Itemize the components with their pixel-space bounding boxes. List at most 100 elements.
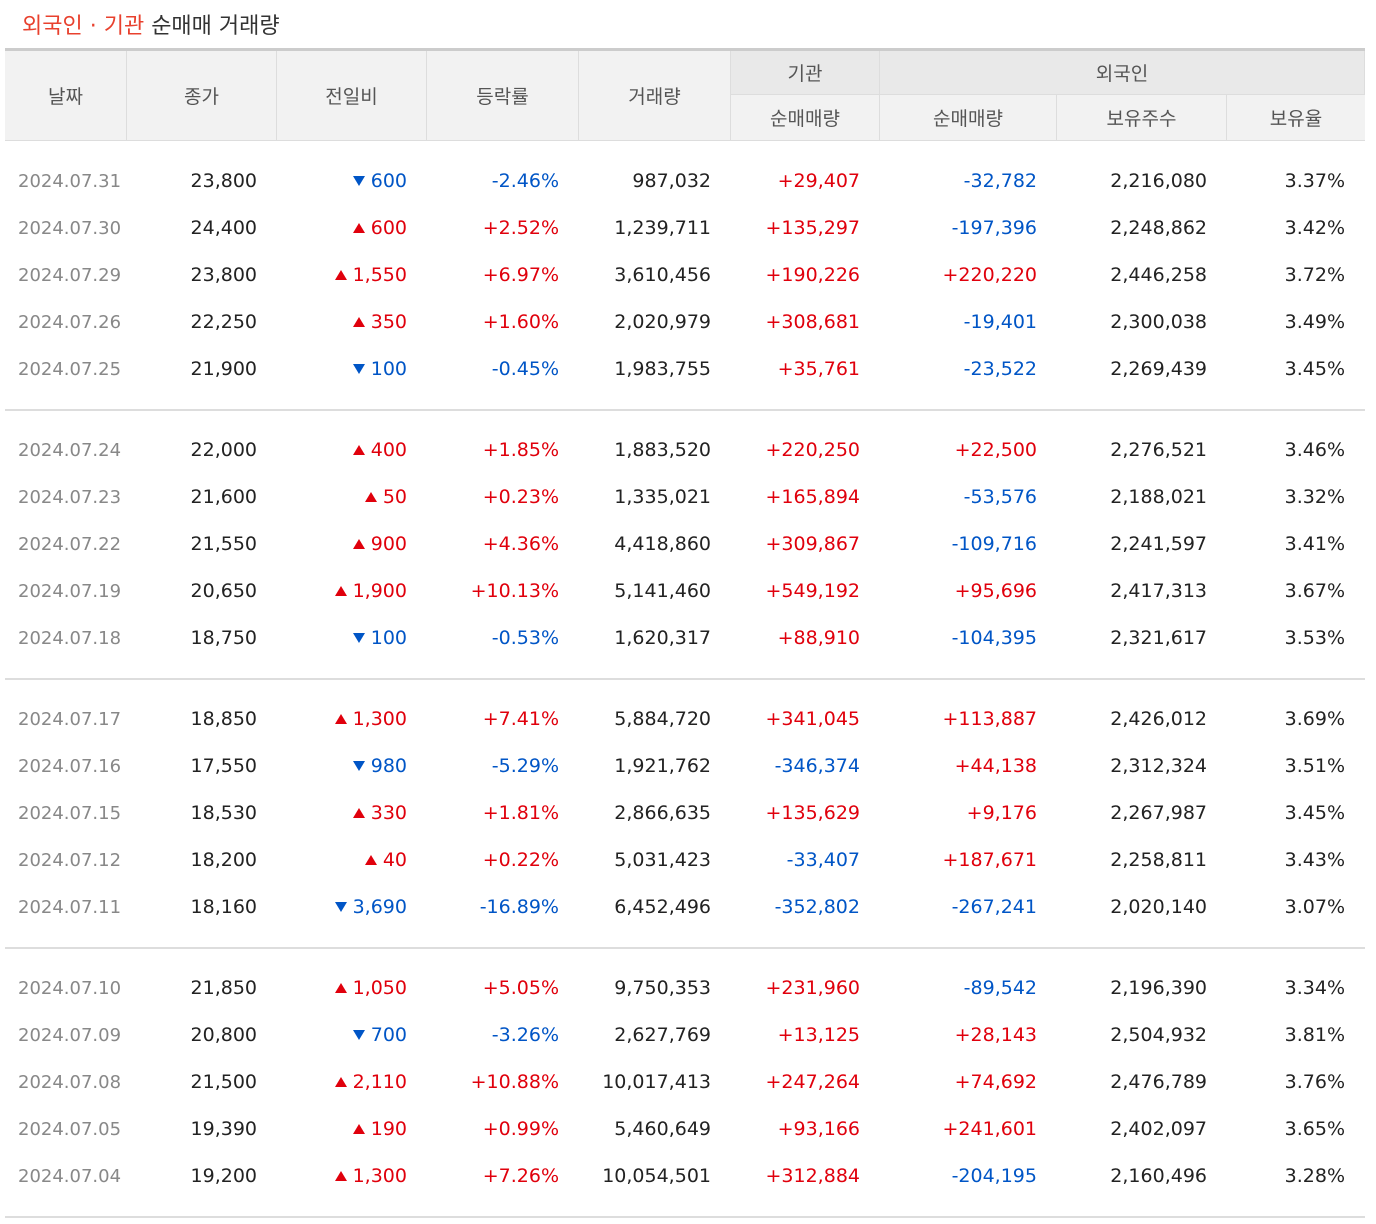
institution-net: +308,681 [765,311,861,333]
rate: +1.81% [482,802,559,824]
institution-net: +231,960 [765,977,861,999]
foreign-ratio: 3.53% [1284,627,1345,649]
foreign-ratio: 3.07% [1284,896,1345,918]
change-cell: 50 [364,474,407,521]
change-arrow [352,317,365,327]
change-cell: 700 [352,1012,407,1059]
foreign-net: -19,401 [963,311,1037,333]
change-value: 330 [370,802,407,824]
close: 19,390 [190,1118,257,1140]
sub-header: 순매매량 [880,95,1057,140]
column-header: 종가 [127,51,277,140]
foreign-ratio: 3.41% [1284,533,1345,555]
close: 21,550 [190,533,257,555]
rate: +6.97% [482,264,559,286]
institution-net: +88,910 [777,627,860,649]
volume: 1,921,762 [614,755,711,777]
change-arrow [352,364,365,374]
close: 17,550 [190,755,257,777]
foreign-ratio: 3.32% [1284,486,1345,508]
group-separator [5,409,1365,411]
close: 22,250 [190,311,257,333]
change-cell: 600 [352,205,407,252]
foreign-net: -53,576 [963,486,1037,508]
change-cell: 1,300 [334,1153,407,1200]
change-value: 700 [370,1024,407,1046]
close: 23,800 [190,170,257,192]
foreign-ratio: 3.45% [1284,802,1345,824]
change-cell: 190 [352,1106,407,1153]
foreign-net: +9,176 [966,802,1037,824]
volume: 4,418,860 [614,533,711,555]
volume: 5,884,720 [614,708,711,730]
column-header: 거래량 [579,51,731,140]
date: 2024.07.30 [18,218,122,239]
foreign-holdings: 2,276,521 [1110,439,1207,461]
change-cell: 1,900 [334,568,407,615]
rate: +5.05% [482,977,559,999]
foreign-net: +220,220 [942,264,1038,286]
close: 21,500 [190,1071,257,1093]
foreign-holdings: 2,267,987 [1110,802,1207,824]
foreign-holdings: 2,188,021 [1110,486,1207,508]
rate: +10.88% [470,1071,559,1093]
close: 21,600 [190,486,257,508]
change-arrow [352,445,365,455]
change-cell: 350 [352,299,407,346]
rate: +7.41% [482,708,559,730]
foreign-holdings: 2,321,617 [1110,627,1207,649]
change-arrow [334,586,347,596]
rate: +7.26% [482,1165,559,1187]
volume: 6,452,496 [614,896,711,918]
volume: 1,883,520 [614,439,711,461]
change-value: 190 [370,1118,407,1140]
change-cell: 3,690 [334,884,407,931]
change-arrow [334,714,347,724]
foreign-holdings: 2,446,258 [1110,264,1207,286]
close: 18,530 [190,802,257,824]
foreign-ratio: 3.42% [1284,217,1345,239]
foreign-net: +44,138 [954,755,1037,777]
change-value: 2,110 [352,1071,407,1093]
foreign-net: +28,143 [954,1024,1037,1046]
change-value: 600 [370,217,407,239]
rate: -5.29% [491,755,559,777]
title-highlight: 외국인 · 기관 [22,14,145,39]
institution-net: +93,166 [777,1118,860,1140]
foreign-ratio: 3.46% [1284,439,1345,461]
rate: +0.23% [482,486,559,508]
rate: -0.53% [491,627,559,649]
change-value: 600 [370,170,407,192]
institution-net: +13,125 [777,1024,860,1046]
foreign-ratio: 3.28% [1284,1165,1345,1187]
date: 2024.07.05 [18,1119,122,1140]
institution-net: -352,802 [774,896,860,918]
rate: +4.36% [482,533,559,555]
foreign-ratio: 3.65% [1284,1118,1345,1140]
title-rest: 순매매 거래량 [151,14,280,39]
institution-net: -346,374 [774,755,860,777]
close: 22,000 [190,439,257,461]
column-header: 등락률 [427,51,579,140]
change-cell: 1,050 [334,965,407,1012]
change-cell: 100 [352,615,407,662]
date: 2024.07.12 [18,850,122,871]
foreign-ratio: 3.76% [1284,1071,1345,1093]
sub-header: 보유주수 [1057,95,1227,140]
date: 2024.07.19 [18,581,122,602]
foreign-net: -23,522 [963,358,1037,380]
group-separator [5,947,1365,949]
volume: 10,054,501 [602,1165,711,1187]
change-cell: 100 [352,346,407,393]
header-top-border [5,48,1365,51]
change-cell: 2,110 [334,1059,407,1106]
group-header: 외국인 [880,51,1365,95]
foreign-holdings: 2,504,932 [1110,1024,1207,1046]
rate: +0.99% [482,1118,559,1140]
foreign-net: +74,692 [954,1071,1037,1093]
foreign-ratio: 3.43% [1284,849,1345,871]
close: 20,800 [190,1024,257,1046]
change-value: 100 [370,627,407,649]
institution-net: +29,407 [777,170,860,192]
